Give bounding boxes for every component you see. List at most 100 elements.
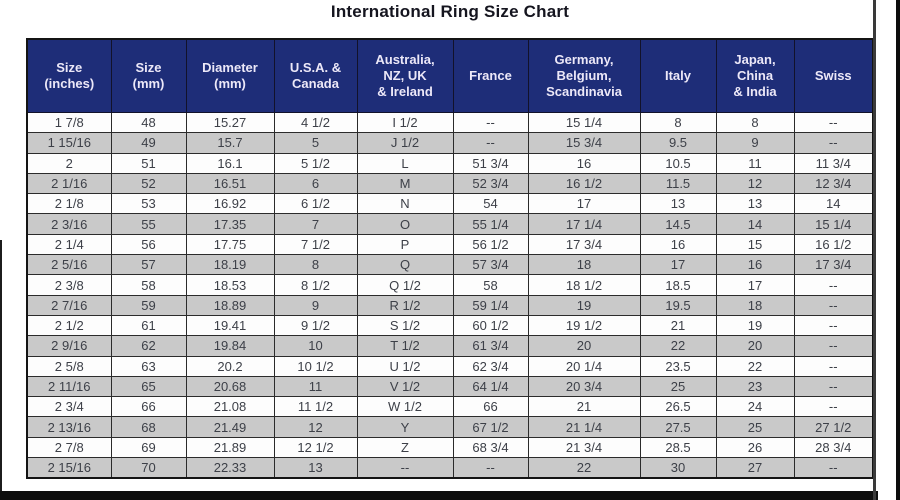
table-row: 2 13/16 68 21.49 12 Y 67 1/2 21 1/4 27.5 25 27 1/… (26, 416, 874, 438)
right-edge-frame-line (896, 0, 900, 500)
table-row: 2 5/16 57 18.19 8 Q 57 3/4 18 17 16 17 3/4 (26, 254, 874, 276)
table-cell: 30 (639, 457, 717, 479)
table-cell: 12 (715, 172, 795, 195)
table-cell: 27 1/2 (793, 416, 874, 438)
table-cell: 17.75 (185, 233, 275, 256)
table-cell: 2 1/8 (26, 193, 112, 215)
table-cell: 17 (715, 274, 795, 296)
table-cell: Y (356, 416, 454, 438)
table-cell: 48 (110, 111, 187, 134)
table-cell: W 1/2 (356, 396, 454, 418)
table-cell: 20.68 (185, 375, 275, 398)
left-frame-line (0, 240, 2, 500)
table-cell: 21.89 (185, 436, 275, 459)
table-cell: 26 (715, 436, 795, 459)
table-cell: 13 (273, 457, 358, 479)
table-cell: 5 1/2 (273, 152, 358, 174)
table-cell: 6 1/2 (273, 193, 358, 215)
table-cell: 16 (715, 254, 795, 276)
table-cell: 15.7 (185, 132, 275, 154)
table-cell: 28 3/4 (793, 436, 874, 459)
table-cell: 2 5/8 (26, 355, 112, 377)
table-cell: 52 (110, 172, 187, 195)
table-cell: 21 (527, 396, 641, 418)
table-cell: 7 (273, 213, 358, 235)
table-cell: 23.5 (639, 355, 717, 377)
table-cell: -- (793, 294, 874, 316)
table-cell: O (356, 213, 454, 235)
table-cell: 18.53 (185, 274, 275, 296)
table-cell: -- (793, 314, 874, 337)
table-cell: 4 1/2 (273, 111, 358, 134)
table-cell: 58 (110, 274, 187, 296)
table-body: 1 7/8 48 15.27 4 1/2 I 1/2 -- 15 1/4 8 8 -- 1 15/1… (26, 111, 874, 479)
table-row: 2 11/16 65 20.68 11 V 1/2 64 1/4 20 3/4 25 23 -- (26, 375, 874, 398)
table-row: 2 51 16.1 5 1/2 L 51 3/4 16 10.5 11 11 3/4 (26, 152, 874, 174)
table-cell: 19.84 (185, 335, 275, 357)
table-cell: 21.08 (185, 396, 275, 418)
table-row: 1 7/8 48 15.27 4 1/2 I 1/2 -- 15 1/4 8 8 -- (26, 111, 874, 134)
table-cell: 18.19 (185, 254, 275, 276)
table-cell: -- (793, 396, 874, 418)
ring-size-chart-table: Size (inches) Size (mm) Diameter (mm) U.S.A… (26, 38, 874, 480)
table-cell: 2 3/16 (26, 213, 112, 235)
table-cell: 2 3/8 (26, 274, 112, 296)
table-cell: -- (452, 457, 529, 479)
table-cell: 13 (715, 193, 795, 215)
table-cell: 59 (110, 294, 187, 316)
table-cell: 2 7/16 (26, 294, 112, 316)
header-cell: Swiss (793, 38, 874, 113)
table-cell: 19.41 (185, 314, 275, 337)
table-row: 2 1/16 52 16.51 6 M 52 3/4 16 1/2 11.5 12 12 3/4 (26, 172, 874, 195)
table-cell: 15 3/4 (527, 132, 641, 154)
table-cell: 17 3/4 (527, 233, 641, 256)
table-cell: 58 (452, 274, 529, 296)
table-cell: 12 3/4 (793, 172, 874, 195)
table-header-row: Size (inches) Size (mm) Diameter (mm) U.S.A… (26, 38, 874, 113)
table-cell: 17.35 (185, 213, 275, 235)
table-cell: -- (793, 457, 874, 479)
table-cell: 21 1/4 (527, 416, 641, 438)
table-cell: S 1/2 (356, 314, 454, 337)
right-inner-frame-line (873, 0, 876, 500)
table-cell: 11 (273, 375, 358, 398)
table-cell: 22 (527, 457, 641, 479)
table-cell: 16.92 (185, 193, 275, 215)
table-cell: 22.33 (185, 457, 275, 479)
table-cell: 62 3/4 (452, 355, 529, 377)
table-cell: -- (793, 132, 874, 154)
table-cell: 14 (715, 213, 795, 235)
table-cell: -- (793, 355, 874, 377)
table-cell: 68 (110, 416, 187, 438)
table-cell: 65 (110, 375, 187, 398)
table-cell: 8 1/2 (273, 274, 358, 296)
table-cell: 19.5 (639, 294, 717, 316)
table-row: 1 15/16 49 15.7 5 J 1/2 -- 15 3/4 9.5 9 -- (26, 132, 874, 154)
table-cell: 2 11/16 (26, 375, 112, 398)
table-cell: 1 7/8 (26, 111, 112, 134)
table-cell: 24 (715, 396, 795, 418)
table-cell: 27 (715, 457, 795, 479)
table-row: 2 3/8 58 18.53 8 1/2 Q 1/2 58 18 1/2 18.5 17 -- (26, 274, 874, 296)
table-cell: 9 1/2 (273, 314, 358, 337)
table-cell: 26.5 (639, 396, 717, 418)
table-cell: 9 (715, 132, 795, 154)
table-row: 2 3/4 66 21.08 11 1/2 W 1/2 66 21 26.5 24 -- (26, 396, 874, 418)
table-cell: 8 (639, 111, 717, 134)
page-title: International Ring Size Chart (330, 2, 570, 21)
table-cell: -- (356, 457, 454, 479)
table-cell: 22 (639, 335, 717, 357)
table-row: 2 1/8 53 16.92 6 1/2 N 54 17 13 13 14 (26, 193, 874, 215)
table-cell: 16 1/2 (793, 233, 874, 256)
table-cell: -- (793, 274, 874, 296)
table-cell: 15.27 (185, 111, 275, 134)
table-cell: 13 (639, 193, 717, 215)
table-cell: 6 (273, 172, 358, 195)
table-cell: 19 (527, 294, 641, 316)
table-row: 2 7/16 59 18.89 9 R 1/2 59 1/4 19 19.5 18 -- (26, 294, 874, 316)
header-cell: Japan, China & India (715, 38, 795, 113)
table-cell: 17 (527, 193, 641, 215)
table-cell: 20.2 (185, 355, 275, 377)
table-cell: 69 (110, 436, 187, 459)
table-cell: 61 (110, 314, 187, 337)
